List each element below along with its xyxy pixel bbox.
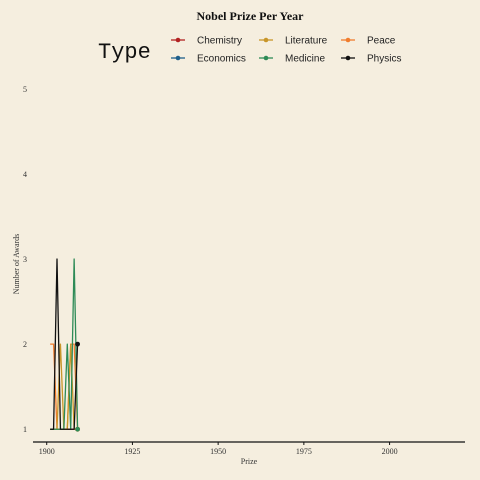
x-tick-label: 1900 [39, 447, 55, 456]
y-tick-label: 3 [23, 255, 27, 264]
legend-key-point-peace [345, 37, 351, 43]
legend-key-point-medicine [263, 55, 269, 61]
legend-label-physics: Physics [367, 54, 401, 65]
x-axis: 1900 1925 1950 1975 2000 [33, 441, 465, 456]
x-axis-label: Prize [241, 457, 258, 466]
legend-key-point-literature [263, 37, 269, 43]
y-tick-label: 5 [23, 85, 27, 94]
legend-label-peace: Peace [367, 36, 396, 47]
y-tick-label: 4 [23, 170, 27, 179]
x-tick-label: 1950 [210, 447, 226, 456]
chart-title: Nobel Prize Per Year [197, 9, 305, 23]
x-tick-label: 1975 [296, 447, 312, 456]
x-tick-label: 2000 [382, 447, 398, 456]
series-line-physics [50, 258, 79, 430]
plot-area [50, 258, 80, 432]
y-tick-label: 2 [23, 340, 27, 349]
legend-key-point-chemistry [175, 37, 181, 43]
series-endpoint-medicine [75, 426, 80, 432]
y-axis-label: Number of Awards [12, 234, 21, 295]
legend-label-chemistry: Chemistry [197, 36, 242, 47]
x-tick-label: 1925 [124, 447, 140, 456]
legend-label-economics: Economics [197, 54, 246, 65]
series-endpoint-physics [75, 341, 80, 347]
legend-label-medicine: Medicine [285, 54, 325, 65]
y-axis: 1 2 3 4 5 [23, 85, 27, 434]
legend-label-literature: Literature [285, 36, 328, 47]
y-tick-label: 1 [23, 425, 27, 434]
legend: Type Chemistry Economics Literature Medicin… [98, 36, 401, 66]
legend-key-point-economics [175, 55, 181, 61]
legend-title: Type [98, 40, 151, 65]
legend-key-point-physics [345, 55, 351, 61]
